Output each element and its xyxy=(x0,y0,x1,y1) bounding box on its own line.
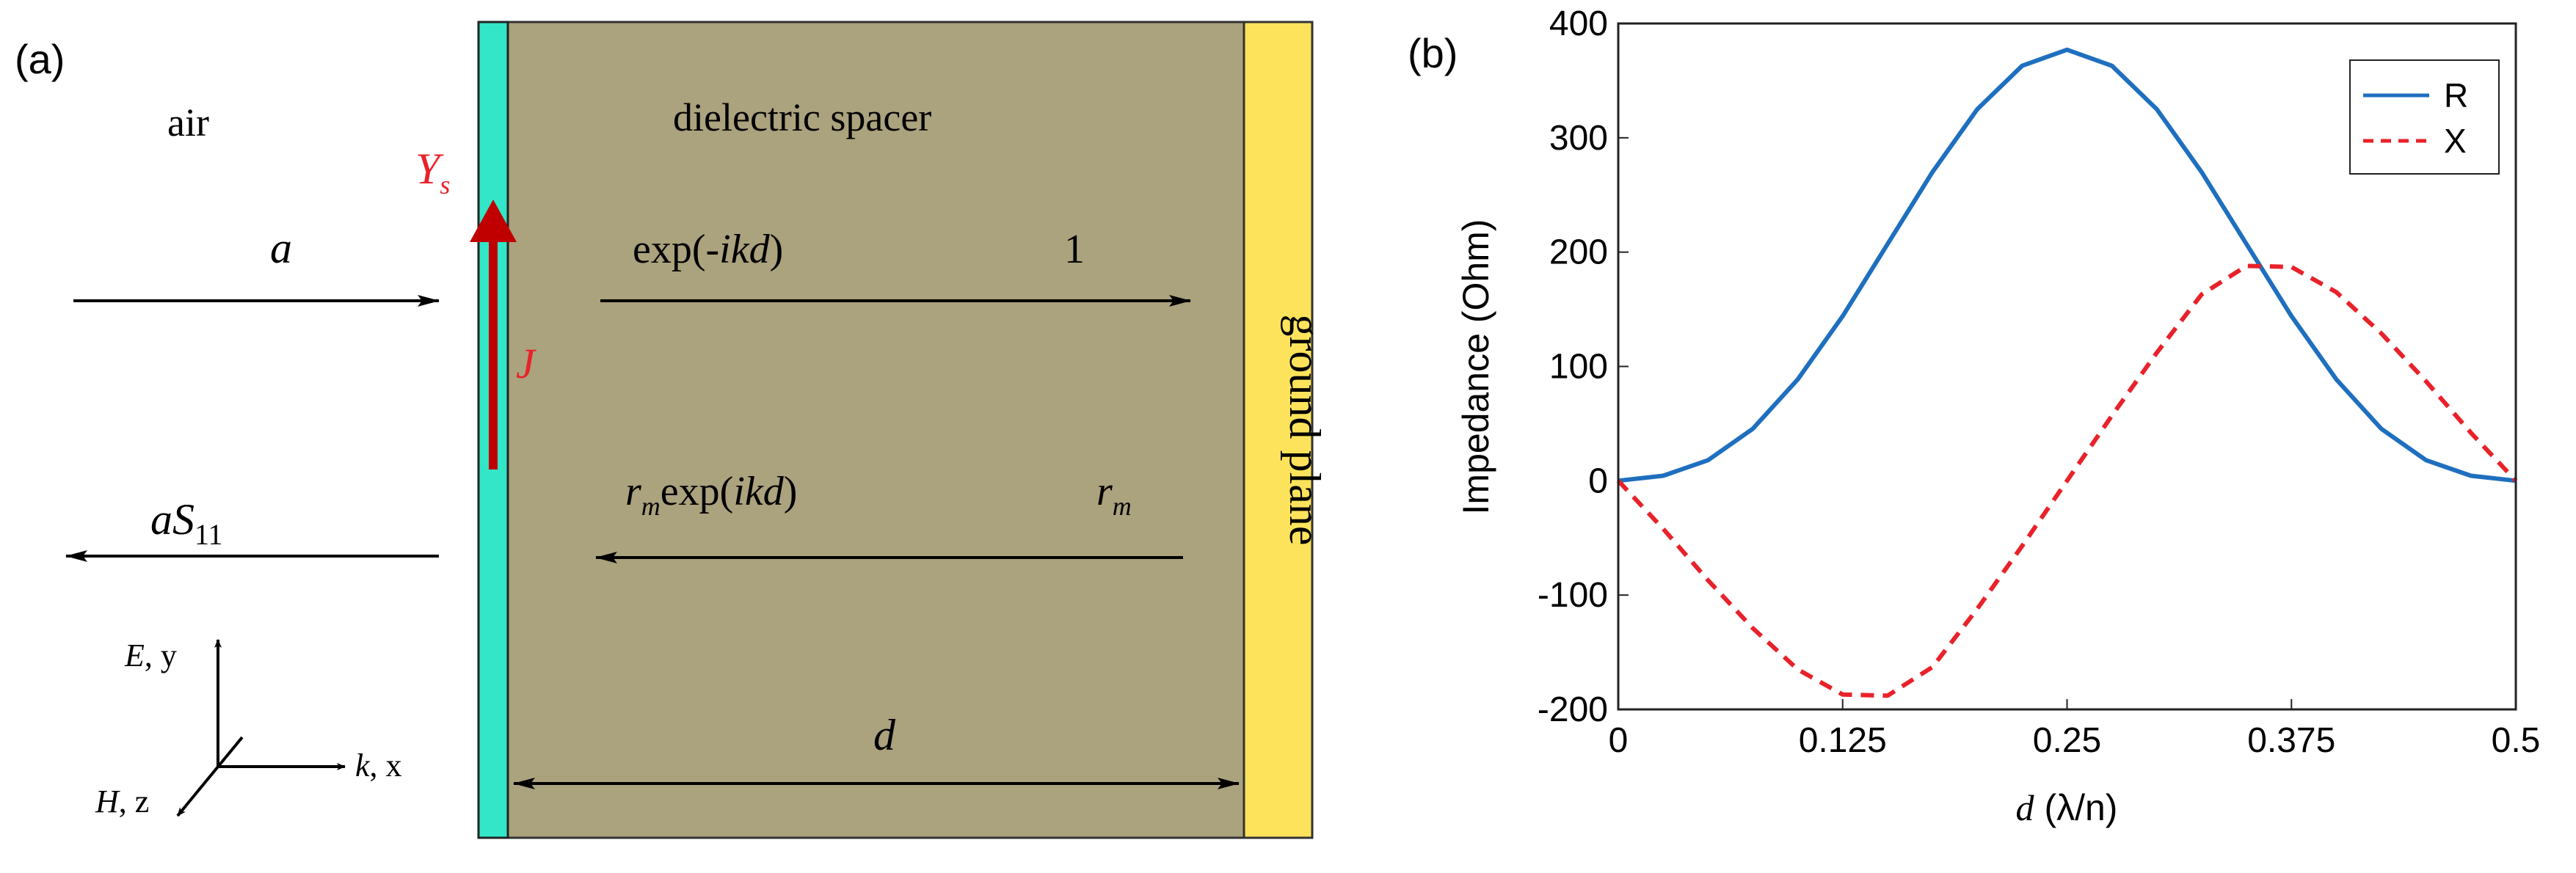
y-tick-label: 0 xyxy=(1588,461,1608,500)
impedance-chart: 0 0.125 0.25 0.375 0.5 -200 -100 0 100 200 300 400 xyxy=(1538,4,2540,760)
air-label: air xyxy=(167,101,209,145)
plot-frame xyxy=(1617,22,2517,711)
x-tick-label: 0.375 xyxy=(2247,721,2335,760)
x-tick-label: 0.25 xyxy=(2033,721,2101,760)
backward-wave-label: rmexp(ikd) xyxy=(625,469,797,521)
backward-end-label: rm xyxy=(1096,469,1132,521)
legend-x-label: X xyxy=(2444,122,2467,160)
axis-h-label: H, z xyxy=(95,783,149,819)
spacer-label: dielectric spacer xyxy=(673,95,931,139)
ground-plane xyxy=(1242,21,1314,839)
x-tick-label: 0.5 xyxy=(2492,721,2541,760)
thickness-d-label: d xyxy=(873,711,896,759)
axis-z-arrow xyxy=(176,736,244,817)
forward-wave-label: exp(-ikd) xyxy=(633,227,783,272)
reflected-label: aS11 xyxy=(150,495,223,551)
legend-box xyxy=(2349,59,2500,175)
x-tick-label: 0 xyxy=(1609,721,1629,760)
incident-label: a xyxy=(270,224,292,272)
series-x-line xyxy=(1616,263,2518,698)
legend-r-label: R xyxy=(2444,76,2468,114)
axis-k-label: k, x xyxy=(355,748,402,783)
x-tick-label: 0.125 xyxy=(1799,721,1887,760)
j-label: J xyxy=(516,340,537,387)
y-tick-label: 300 xyxy=(1549,119,1608,158)
legend: R X xyxy=(2349,59,2500,175)
panel-b: (b) 0 0.125 0.25 0.375 0.5 -200 -100 0 100 200 300… xyxy=(1408,4,2540,828)
y-axis-label: Impedance (Ohm) xyxy=(1455,219,1496,515)
x-axis-label: d (λ/n) xyxy=(2016,787,2118,828)
y-tick-label: -100 xyxy=(1538,576,1608,615)
y-tick-label: -200 xyxy=(1538,690,1608,729)
dielectric-spacer xyxy=(483,21,1245,839)
series-r-line xyxy=(1618,47,2517,483)
y-tick-label: 400 xyxy=(1549,4,1608,43)
forward-end-label: 1 xyxy=(1064,227,1085,272)
ys-label: Ys xyxy=(415,145,450,200)
y-tick-label: 100 xyxy=(1549,348,1608,387)
ground-plane-label: ground plane xyxy=(1281,315,1329,546)
y-tick-label: 200 xyxy=(1549,233,1608,272)
panel-a: (a) air dielectric spacer ground plane Y… xyxy=(15,21,1329,839)
panel-a-label: (a) xyxy=(15,36,65,82)
panel-b-label: (b) xyxy=(1408,30,1458,76)
axis-e-label: E, y xyxy=(124,638,177,673)
current-arrow-head xyxy=(470,200,517,242)
